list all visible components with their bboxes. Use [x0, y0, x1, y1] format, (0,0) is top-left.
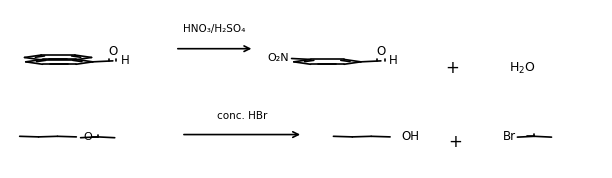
Text: O: O	[84, 132, 92, 142]
Text: H$_2$O: H$_2$O	[509, 60, 536, 75]
Text: H: H	[389, 54, 398, 67]
Text: O: O	[108, 45, 118, 58]
Text: O₂N: O₂N	[267, 53, 288, 63]
Text: Br: Br	[503, 130, 516, 143]
Text: +: +	[449, 134, 462, 151]
Text: O: O	[376, 45, 386, 58]
Text: OH: OH	[401, 130, 419, 143]
Text: HNO₃/H₂SO₄: HNO₃/H₂SO₄	[184, 24, 246, 34]
Text: +: +	[446, 59, 459, 77]
Text: H: H	[121, 54, 130, 67]
Text: conc. HBr: conc. HBr	[217, 111, 267, 121]
